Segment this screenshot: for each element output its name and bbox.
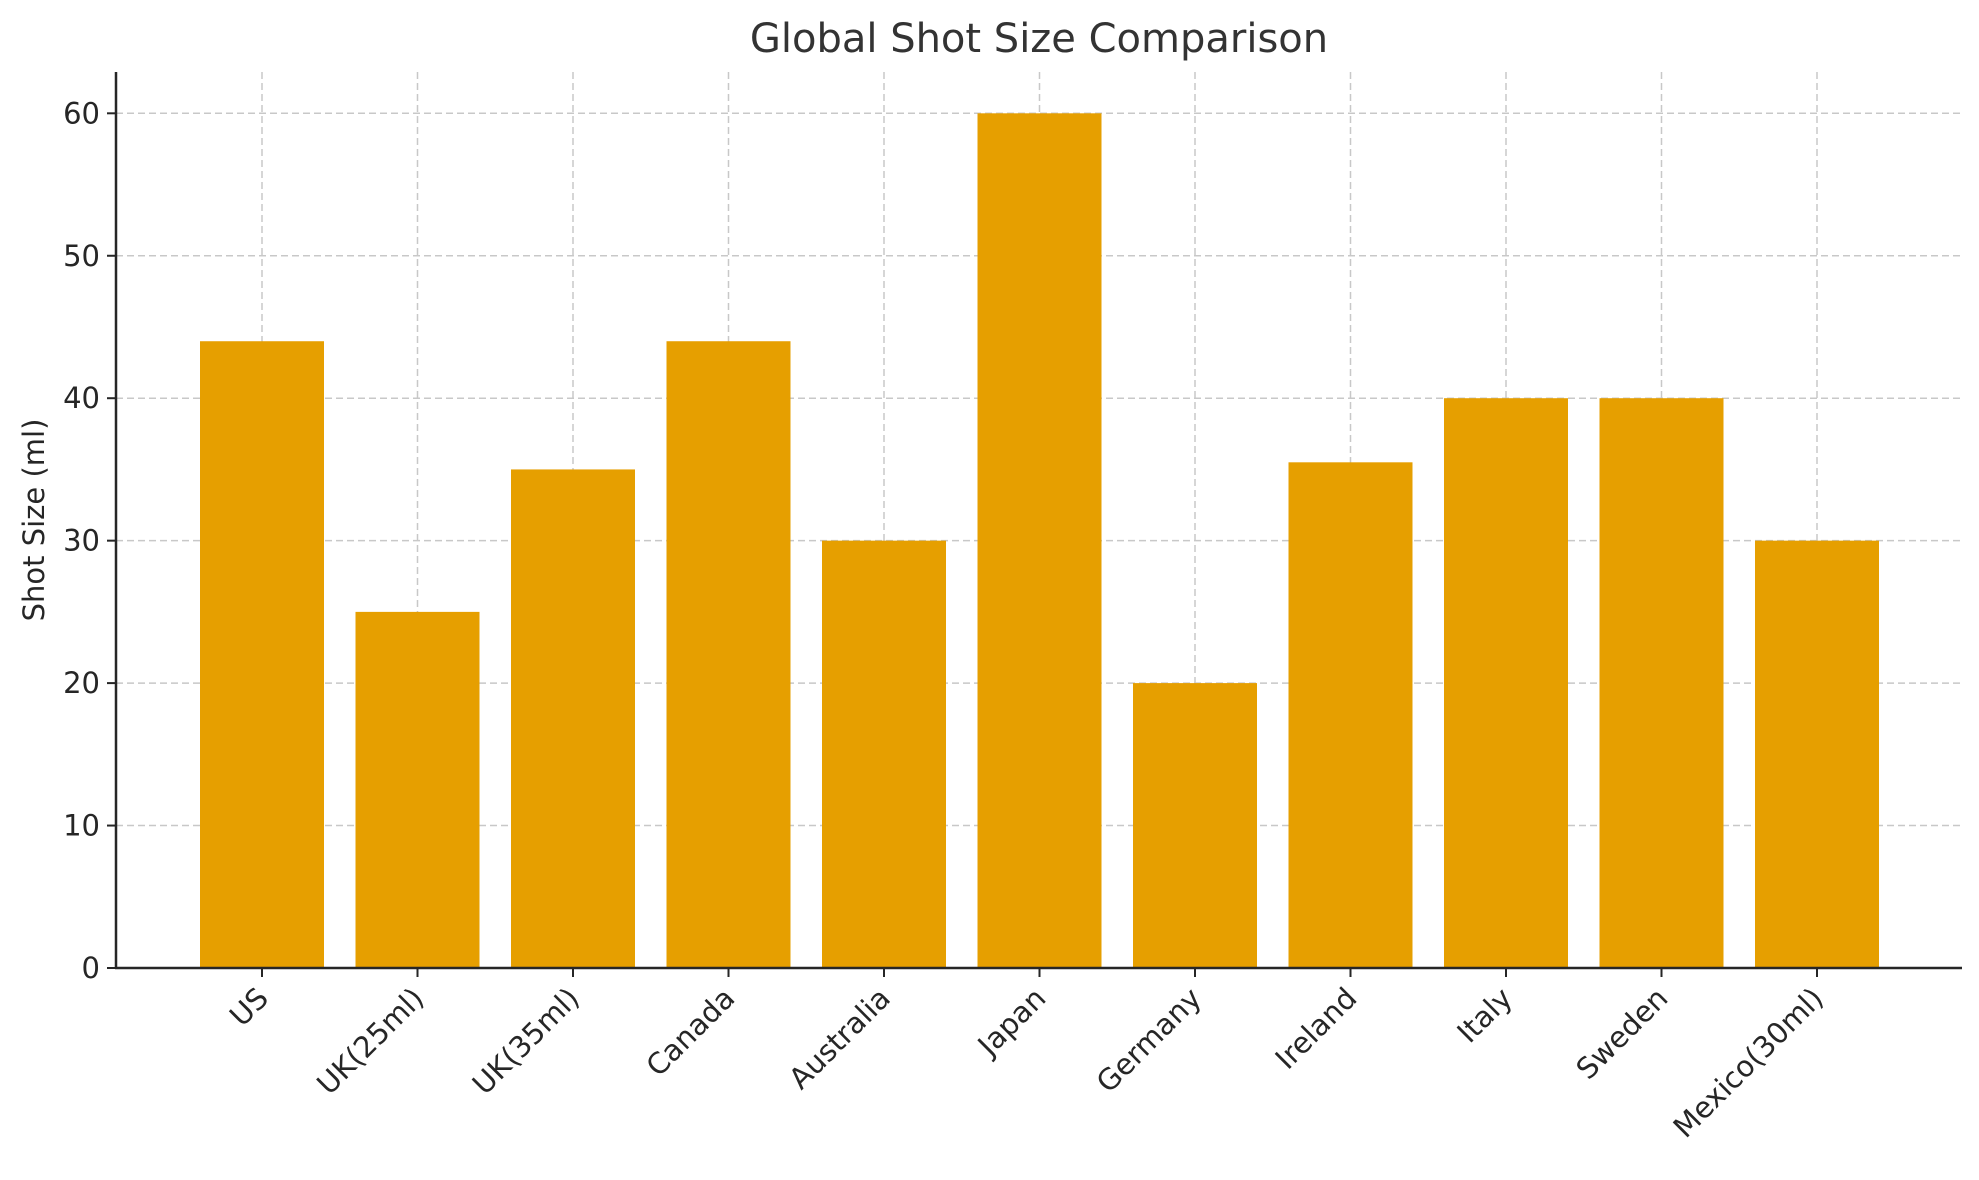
x-tick-label: Ireland bbox=[1268, 981, 1363, 1076]
bar-italy bbox=[1444, 398, 1568, 968]
x-tick-label: Australia bbox=[782, 981, 897, 1096]
chart-title: Global Shot Size Comparison bbox=[750, 16, 1328, 62]
y-tick-label: 10 bbox=[63, 809, 100, 843]
y-tick-label: 20 bbox=[63, 666, 100, 700]
x-axis-ticks: US UK(25ml) UK(35ml) Canada Australia Japan Ge… bbox=[223, 968, 1830, 1144]
x-tick-label: UK(25ml) bbox=[310, 981, 430, 1101]
x-tick-label: Japan bbox=[970, 981, 1053, 1064]
x-tick-label: Sweden bbox=[1569, 981, 1674, 1086]
bar-japan bbox=[977, 113, 1102, 969]
y-tick-label: 40 bbox=[63, 381, 100, 415]
bar-germany bbox=[1133, 683, 1257, 968]
bar-mexico-30ml- bbox=[1755, 540, 1879, 968]
bar-ireland bbox=[1288, 462, 1413, 968]
bars bbox=[200, 113, 1879, 969]
bar-canada bbox=[666, 341, 791, 968]
y-axis-label: Shot Size (ml) bbox=[17, 419, 51, 622]
y-tick-label: 60 bbox=[63, 96, 100, 130]
y-tick-label: 0 bbox=[82, 951, 100, 985]
bar-uk-25ml- bbox=[355, 611, 480, 968]
y-tick-label: 50 bbox=[63, 239, 100, 273]
x-tick-label: US bbox=[223, 981, 275, 1033]
x-tick-label: Canada bbox=[639, 981, 741, 1083]
x-tick-label: UK(35ml) bbox=[466, 981, 586, 1101]
bar-us bbox=[200, 341, 324, 968]
y-tick-label: 30 bbox=[63, 524, 100, 558]
x-tick-label: Italy bbox=[1450, 981, 1519, 1050]
y-axis-ticks: 0 10 20 30 40 50 60 bbox=[63, 96, 116, 985]
bar-australia bbox=[822, 540, 946, 968]
bar-sweden bbox=[1599, 398, 1724, 968]
x-tick-label: Germany bbox=[1090, 981, 1208, 1099]
x-tick-label: Mexico(30ml) bbox=[1667, 981, 1830, 1144]
bar-uk-35ml- bbox=[511, 469, 635, 968]
